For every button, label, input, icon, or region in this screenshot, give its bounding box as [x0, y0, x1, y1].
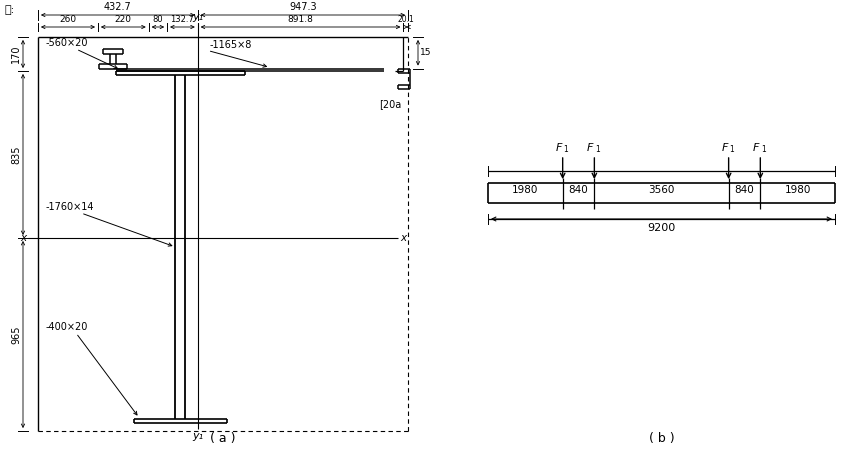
Text: -1760×14: -1760×14 — [46, 202, 94, 212]
Text: -1165×8: -1165×8 — [210, 40, 252, 50]
Text: 835: 835 — [11, 145, 21, 164]
Text: 840: 840 — [734, 185, 755, 195]
Text: 1980: 1980 — [512, 185, 538, 195]
Text: 170: 170 — [11, 45, 21, 63]
Text: y₁: y₁ — [192, 431, 203, 441]
Text: 840: 840 — [569, 185, 588, 195]
Text: 3560: 3560 — [649, 185, 675, 195]
Text: [20a: [20a — [380, 99, 402, 109]
Text: 260: 260 — [59, 15, 76, 24]
Text: ( b ): ( b ) — [649, 432, 674, 445]
Text: 1: 1 — [729, 145, 734, 154]
Text: 891.8: 891.8 — [288, 15, 313, 24]
Text: F: F — [587, 143, 593, 153]
Text: x: x — [400, 233, 406, 243]
Text: 132.7: 132.7 — [171, 15, 194, 24]
Text: 9200: 9200 — [648, 223, 676, 233]
Text: 20.1: 20.1 — [397, 15, 414, 24]
Text: F: F — [555, 143, 562, 153]
Text: 1980: 1980 — [784, 185, 811, 195]
Text: 1: 1 — [762, 145, 766, 154]
Text: 1: 1 — [595, 145, 600, 154]
Text: ( a ): ( a ) — [211, 432, 236, 445]
Text: x: x — [20, 233, 26, 243]
Text: 965: 965 — [11, 325, 21, 344]
Text: 432.7: 432.7 — [104, 2, 132, 12]
Text: F: F — [753, 143, 759, 153]
Text: 947.3: 947.3 — [289, 2, 317, 12]
Text: 220: 220 — [115, 15, 132, 24]
Text: y₁: y₁ — [192, 12, 203, 22]
Text: 80: 80 — [153, 15, 163, 24]
Text: -560×20: -560×20 — [46, 38, 88, 48]
Text: F: F — [722, 143, 728, 153]
Text: -400×20: -400×20 — [46, 322, 88, 332]
Text: 15: 15 — [420, 48, 431, 57]
Text: 1: 1 — [564, 145, 569, 154]
Text: 梁:: 梁: — [5, 5, 15, 15]
